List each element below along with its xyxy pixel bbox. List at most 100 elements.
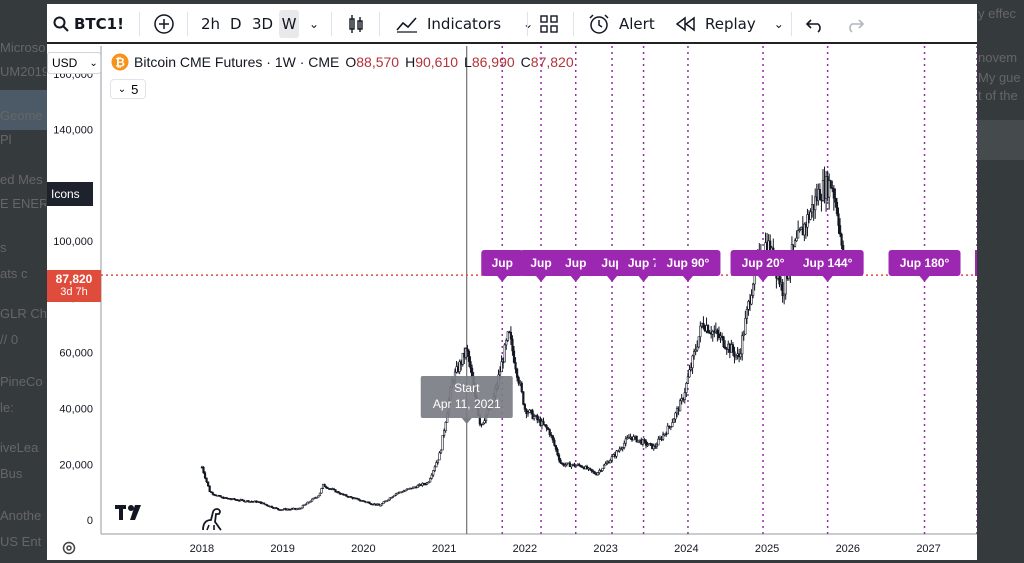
- candle-body: [427, 481, 430, 484]
- candle-body: [781, 282, 784, 297]
- candle-body: [672, 418, 676, 423]
- y-tick-label: 60,000: [59, 348, 93, 360]
- legend-low: 86,990: [471, 54, 515, 70]
- undo-button[interactable]: [805, 10, 825, 38]
- candle-body: [733, 351, 736, 358]
- candle-body: [635, 435, 638, 443]
- candle-body: [666, 425, 669, 435]
- candle-body: [385, 500, 388, 502]
- interval-3d[interactable]: 3D: [252, 15, 274, 33]
- candle-body: [514, 362, 517, 370]
- dinosaur-icon[interactable]: [197, 504, 225, 538]
- candle-body: [466, 348, 469, 352]
- cycle-label: Jup: [520, 250, 563, 282]
- candle-body: [665, 433, 668, 436]
- candle-body: [837, 213, 840, 226]
- candle-body: [696, 346, 699, 351]
- candle-body: [337, 491, 340, 494]
- candle-body: [396, 492, 399, 495]
- candle-body: [693, 351, 696, 357]
- price-chart[interactable]: 020,00040,00060,00080,000100,000120,0001…: [47, 46, 977, 560]
- cycle-label-pointer: [570, 276, 581, 282]
- candle-body: [500, 361, 503, 373]
- candle-body: [526, 412, 530, 415]
- candle-body: [317, 495, 320, 498]
- symbol-label: BTC1!: [74, 15, 124, 33]
- candle-body: [702, 322, 705, 328]
- candle-body: [208, 485, 211, 493]
- candle-body: [593, 471, 596, 475]
- candle-body: [311, 498, 314, 502]
- crosshair-date-label: Start Apr 11, 2021: [420, 376, 513, 424]
- candle-body: [483, 420, 486, 424]
- candle-body: [207, 481, 210, 487]
- candle-body: [694, 349, 697, 352]
- cycle-label-box: [554, 250, 597, 276]
- candle-body: [506, 331, 509, 341]
- candle-body: [441, 435, 444, 451]
- candle-body: [439, 449, 443, 454]
- candle-body: [390, 497, 393, 499]
- interval-d[interactable]: D: [230, 15, 242, 33]
- candle-body: [602, 464, 606, 469]
- candle-body: [304, 503, 308, 506]
- symbol-search[interactable]: BTC1!: [53, 10, 124, 38]
- candle-body: [803, 223, 806, 236]
- candle-body: [432, 470, 435, 476]
- background-text: UM2019: [0, 64, 46, 79]
- chart-type-button[interactable]: [345, 10, 367, 38]
- candle-body: [685, 383, 688, 393]
- layouts-button[interactable]: [539, 10, 559, 38]
- replay-button[interactable]: Replay ⌄: [675, 10, 784, 38]
- candle-body: [561, 462, 564, 465]
- candle-body: [609, 460, 612, 464]
- candle-body: [438, 452, 441, 461]
- compare-button[interactable]: [153, 10, 175, 38]
- candle-body: [520, 382, 523, 393]
- cycle-label-pointer: [822, 276, 833, 282]
- chart-settings-button[interactable]: [61, 540, 77, 560]
- indicators-button[interactable]: Indicators ⌄: [395, 10, 533, 38]
- candle-body: [596, 472, 599, 476]
- legend-close: 87,820: [530, 54, 574, 70]
- y-tick-label: 140,000: [53, 125, 93, 137]
- interval-w[interactable]: W: [279, 10, 299, 38]
- alert-button[interactable]: Alert: [587, 10, 655, 38]
- cycle-label-text: Jup 180°: [900, 256, 950, 270]
- interval-dropdown[interactable]: ⌄: [309, 10, 319, 38]
- x-tick-label: 2024: [674, 543, 698, 555]
- gear-icon: [62, 541, 76, 555]
- candle-body: [697, 336, 700, 348]
- candle-body: [547, 427, 550, 430]
- cycle-label-box: [888, 250, 961, 276]
- candle-body: [717, 333, 721, 338]
- candle-body: [835, 201, 839, 215]
- candle-body: [303, 504, 306, 507]
- background-text: le:: [0, 400, 14, 415]
- background-text: GLR Ch: [0, 306, 46, 321]
- chevron-down-icon: ⌄: [309, 17, 320, 31]
- candle-body: [382, 501, 385, 504]
- candle-body: [691, 355, 694, 369]
- x-tick-label: 2020: [351, 543, 375, 555]
- candle-body: [536, 415, 539, 421]
- candle-body: [655, 444, 658, 447]
- indicators-icon: [396, 17, 417, 33]
- toolbar: BTC1! 2h D 3D W ⌄ Indicators ⌄ Alert: [47, 4, 977, 44]
- candle-body: [689, 367, 693, 370]
- tradingview-logo-icon[interactable]: [115, 502, 151, 527]
- last-price-tag: 87,820 3d 7h: [47, 270, 101, 302]
- x-tick-label: 2021: [432, 543, 456, 555]
- alarm-clock-icon: [589, 14, 609, 34]
- currency-selector[interactable]: USD ⌄: [47, 52, 101, 74]
- crosshair-label-line2: Apr 11, 2021: [433, 397, 501, 411]
- background-text: E ENER: [0, 196, 46, 211]
- legend-collapse-button[interactable]: ⌄ 5: [110, 79, 146, 99]
- candle-body: [424, 483, 427, 486]
- background-text: Geome: [0, 108, 43, 123]
- redo-button[interactable]: [845, 10, 865, 38]
- chart-window[interactable]: BTC1! 2h D 3D W ⌄ Indicators ⌄ Alert: [47, 4, 977, 560]
- candle-body: [828, 180, 831, 198]
- candle-body: [742, 333, 745, 336]
- interval-2h[interactable]: 2h: [201, 15, 221, 33]
